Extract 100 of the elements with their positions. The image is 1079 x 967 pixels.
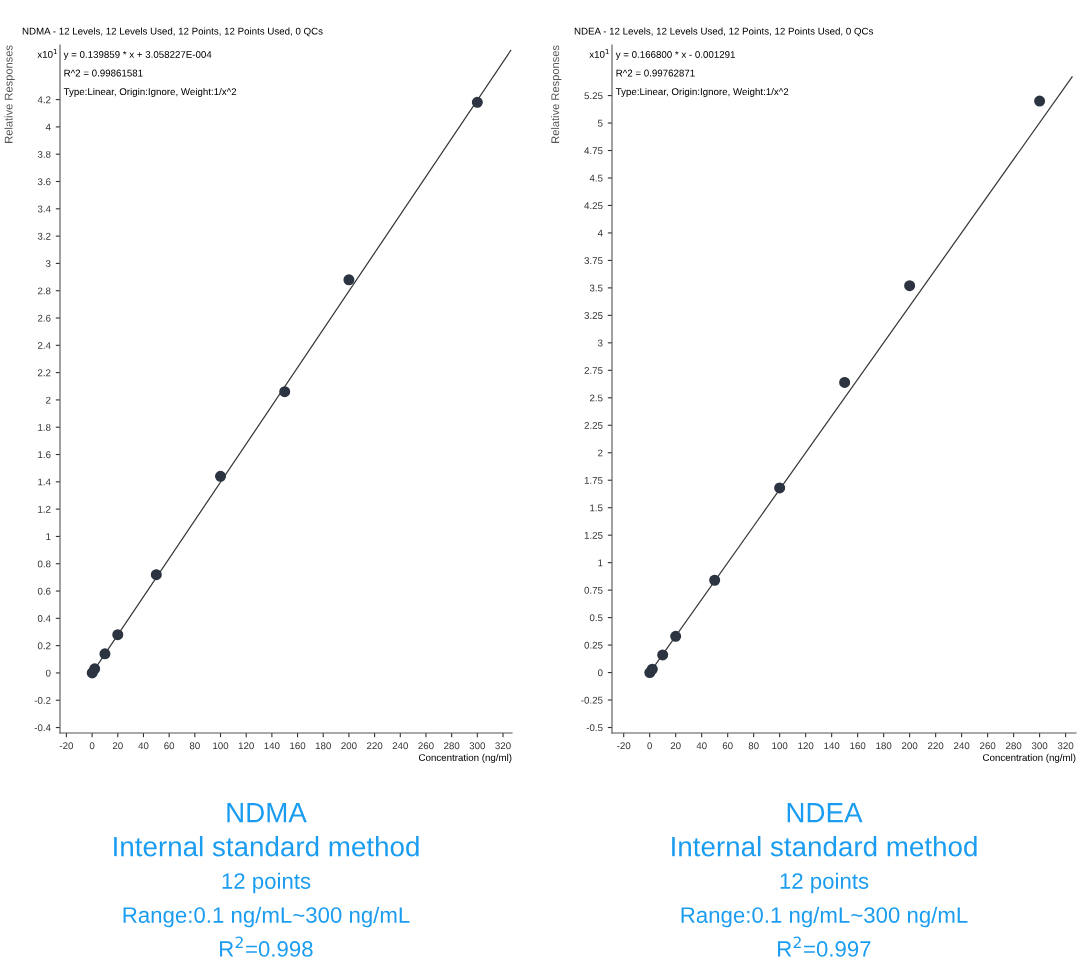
y-tick-label: 0.5	[589, 614, 603, 622]
x-tick-label: 20	[112, 742, 123, 750]
x-tick-label: 0	[647, 742, 653, 750]
x-tick-label: 180	[315, 742, 331, 750]
y-tick-label: -0.4	[34, 724, 51, 732]
x-tick-label: 20	[670, 742, 681, 750]
y-tick-label: 2.75	[584, 367, 603, 374]
y-tick-label: 1.25	[584, 531, 603, 539]
y-axis-title: Relative Responses	[551, 45, 562, 143]
text: NDMA	[227, 803, 307, 823]
annotation: Type:Linear, Origin:Ignore, Weight:1/x^2	[63, 87, 237, 97]
text: 12 points	[780, 872, 869, 894]
y-tick-label: 3.2	[37, 232, 51, 240]
x-tick-label: 200	[902, 742, 918, 750]
x-tick-label: 0	[89, 742, 95, 750]
y-tick-label: 0.25	[584, 641, 603, 649]
x-axis-title: Concentration (ng/ml)	[983, 753, 1076, 763]
y-tick-label: 2.4	[37, 342, 51, 349]
y-tick-label: 1.75	[584, 477, 603, 484]
y-tick-label: -0.25	[581, 696, 603, 704]
x-tick-label: 100	[213, 742, 229, 750]
y-tick-label: 2.6	[37, 314, 51, 322]
y-tick-label: 0.4	[37, 615, 51, 622]
text: 12 points	[222, 872, 311, 894]
x-tick-label: -20	[617, 742, 631, 750]
x-tick-label: 40	[138, 742, 149, 750]
text: x10$^{1}$	[37, 49, 57, 58]
y-tick-label: 3.4	[37, 205, 51, 213]
x-axis-title: Concentration (ng/ml)	[419, 753, 512, 763]
y-tick-label: 0	[45, 669, 51, 677]
x-tick-label: 120	[238, 742, 254, 750]
y-tick-label: 1.4	[38, 478, 51, 486]
annotation: R^2 = 0.99861581	[64, 69, 143, 77]
x-tick-label: 260	[980, 742, 996, 750]
y-tick-label: 3.25	[584, 312, 603, 319]
text: Internal standard method	[114, 836, 419, 857]
y-tick-label: 0.2	[37, 642, 51, 650]
y-tick-label: 0.8	[37, 560, 51, 568]
x-tick-label: 240	[954, 742, 970, 750]
x-tick-label: 320	[495, 742, 511, 750]
y-tick-label: 4	[45, 123, 51, 131]
x-tick-label: 100	[772, 742, 788, 750]
y-tick-label: -0.5	[586, 724, 603, 732]
y-tick-label: 4.2	[37, 96, 51, 104]
y-tick-label: 2.8	[37, 287, 51, 295]
x-tick-label: 40	[696, 742, 707, 750]
x-tick-label: 300	[1031, 742, 1048, 750]
text: Range:0.1 ng/mL~300 ng/mL	[123, 906, 410, 928]
x-tick-label: 80	[189, 742, 200, 750]
y-tick-label: 1	[598, 559, 603, 567]
x-tick-label: 220	[928, 742, 944, 750]
y-tick-label: 0.75	[584, 586, 603, 594]
x-tick-label: 240	[392, 742, 409, 750]
chart-title: NDMA - 12 Levels, 12 Levels Used, 12 Points, 12 Points Used, 0 QCs	[22, 27, 323, 37]
y-tick-label: 0	[597, 669, 603, 677]
x-tick-label: 80	[748, 742, 759, 750]
y-tick-label: 2	[46, 396, 51, 404]
x-tick-label: 60	[164, 742, 175, 750]
y-tick-label: 3	[597, 339, 603, 347]
y-tick-label: 1.2	[38, 505, 51, 513]
x-tick-label: 280	[1005, 742, 1022, 750]
x-tick-label: 120	[798, 742, 814, 750]
y-tick-label: 0.6	[37, 587, 51, 595]
y-tick-label: 2.25	[584, 422, 603, 429]
y-tick-label: 4.75	[584, 147, 603, 155]
y-tick-label: 3.8	[37, 150, 51, 158]
annotation: y = 0.166800 * x - 0.001291	[615, 51, 735, 60]
y-tick-label: 4.5	[589, 174, 603, 182]
y-tick-label: 5.25	[584, 92, 603, 100]
y-tick-label: 4	[597, 229, 603, 237]
x-tick-label: 160	[850, 742, 866, 750]
y-axis-title: Relative Responses	[4, 45, 15, 143]
y-tick-label: 1.6	[38, 451, 51, 459]
x-tick-label: 180	[876, 742, 892, 750]
text: R$^{2}$=0.998	[220, 936, 313, 957]
y-tick-label: 4.25	[584, 202, 603, 210]
x-tick-label: 320	[1057, 742, 1074, 750]
x-tick-label: 60	[722, 742, 733, 750]
text: x10$^{1}$	[589, 49, 609, 58]
y-tick-label: 1	[46, 533, 51, 540]
annotation: y = 0.139859 * x + 3.058227E-004	[63, 51, 212, 60]
y-tick-label: 5	[597, 119, 603, 127]
x-tick-label: 220	[366, 742, 383, 750]
x-tick-label: -20	[59, 742, 74, 750]
y-tick-label: 3.75	[584, 257, 603, 265]
y-tick-label: 2.5	[589, 394, 603, 402]
y-tick-label: 3.6	[37, 178, 51, 186]
y-tick-label: 1.8	[38, 423, 51, 431]
annotation: Type:Linear, Origin:Ignore, Weight:1/x^2	[615, 87, 789, 97]
text: R$^{2}$=0.997	[778, 936, 871, 957]
y-tick-label: -0.2	[34, 696, 51, 704]
x-tick-label: 200	[341, 742, 357, 750]
x-tick-label: 300	[469, 742, 486, 750]
y-tick-label: 2.2	[37, 369, 51, 377]
text: Range:0.1 ng/mL~300 ng/mL	[681, 906, 968, 928]
y-tick-label: 1.5	[590, 504, 603, 512]
x-tick-label: 160	[290, 742, 306, 750]
text: NDEA	[787, 803, 863, 823]
y-tick-label: 3.5	[589, 284, 603, 292]
y-tick-label: 2	[598, 449, 603, 457]
